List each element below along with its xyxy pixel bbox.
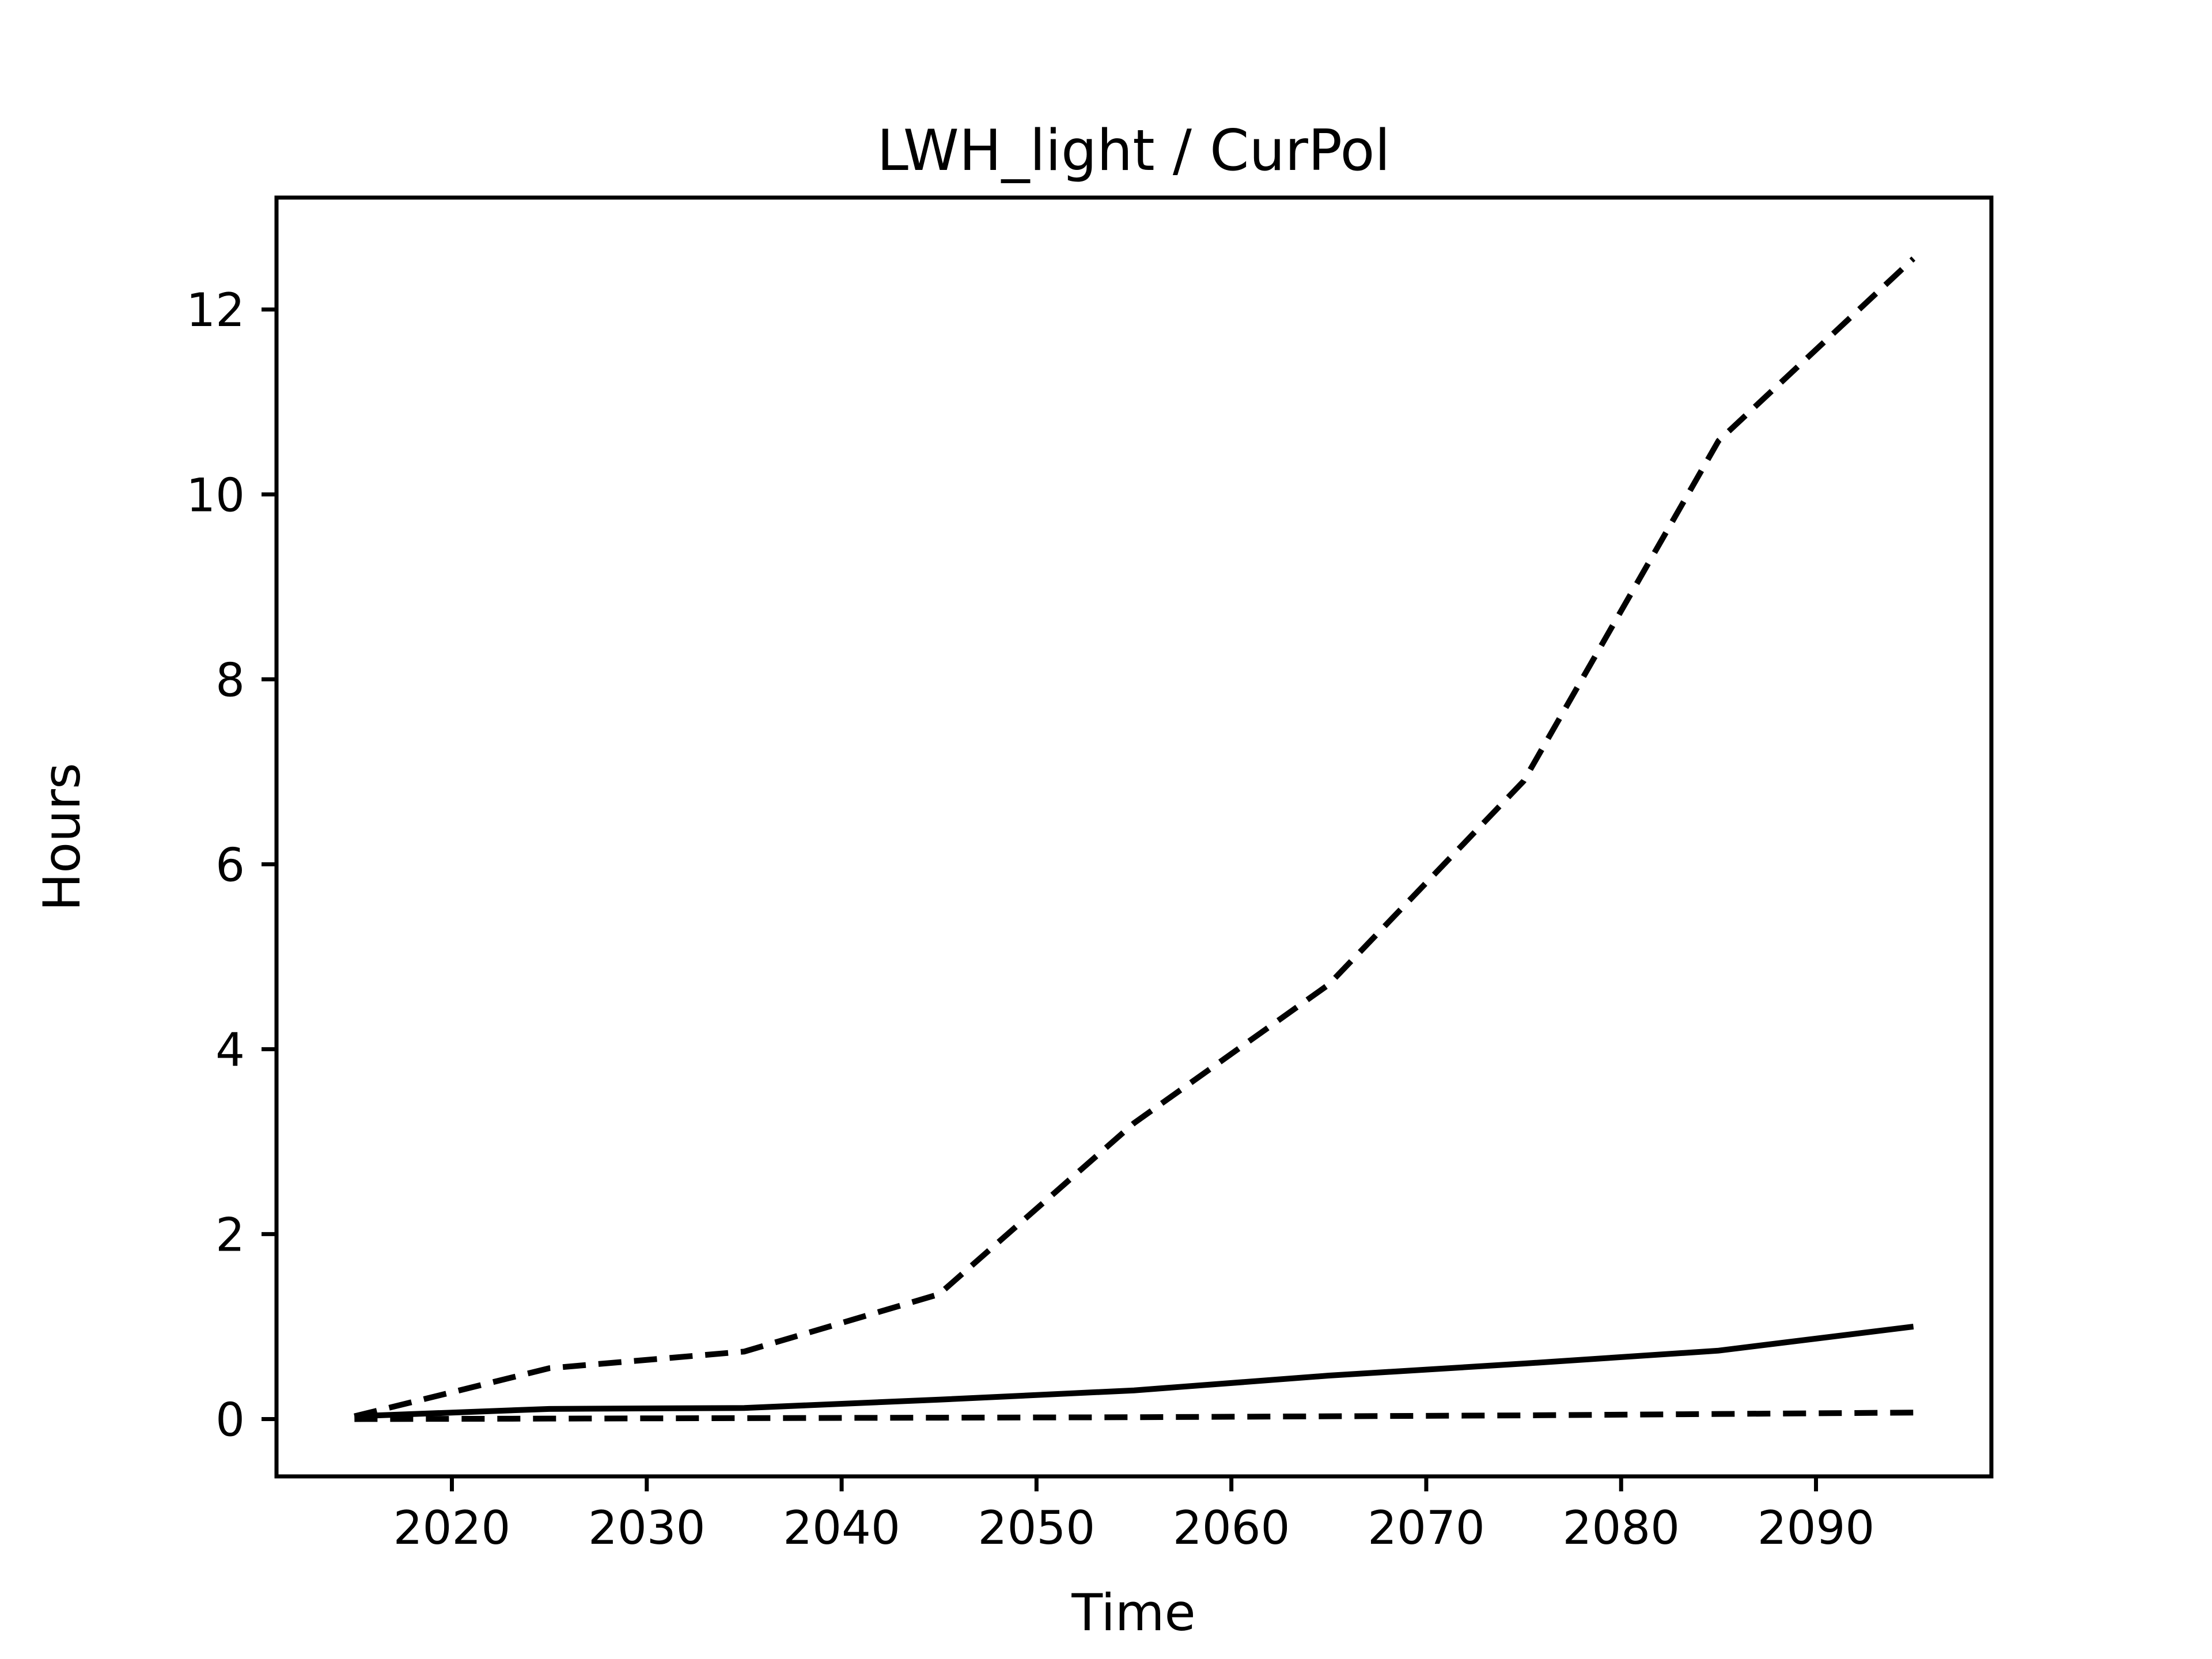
x-tick-label: 2050	[978, 1501, 1096, 1555]
series-line-2-solid	[354, 1323, 1914, 1419]
axes-layer: 2020 2030 2040 2050 2060 2070 2080 2090 0 2 4 6 8 10 1…	[186, 195, 1994, 1555]
axes-spines	[274, 195, 1994, 1479]
series-line-1-dashed	[354, 256, 1916, 1419]
y-tick-label: 2	[215, 1208, 245, 1262]
x-tick-label: 2080	[1562, 1501, 1680, 1555]
y-tick-label: 8	[215, 653, 245, 707]
series-line-3-dashed	[354, 1410, 1914, 1422]
y-tick-label: 4	[215, 1023, 245, 1077]
y-tick-label: 12	[186, 283, 245, 337]
y-tick-label: 10	[186, 468, 245, 522]
x-tick-label: 2090	[1758, 1501, 1875, 1555]
y-tick-label: 0	[215, 1393, 245, 1446]
x-tick-label: 2030	[588, 1501, 706, 1555]
chart-title: LWH_light / CurPol	[877, 118, 1390, 184]
x-axis-label: Time	[1071, 1583, 1195, 1642]
y-axis-label: Hours	[32, 763, 92, 911]
x-tick-label: 2040	[783, 1501, 900, 1555]
y-tick-label: 6	[215, 838, 245, 892]
series-layer	[354, 256, 1916, 1422]
x-tick-label: 2020	[393, 1501, 511, 1555]
x-tick-label: 2060	[1173, 1501, 1290, 1555]
x-tick-label: 2070	[1368, 1501, 1485, 1555]
